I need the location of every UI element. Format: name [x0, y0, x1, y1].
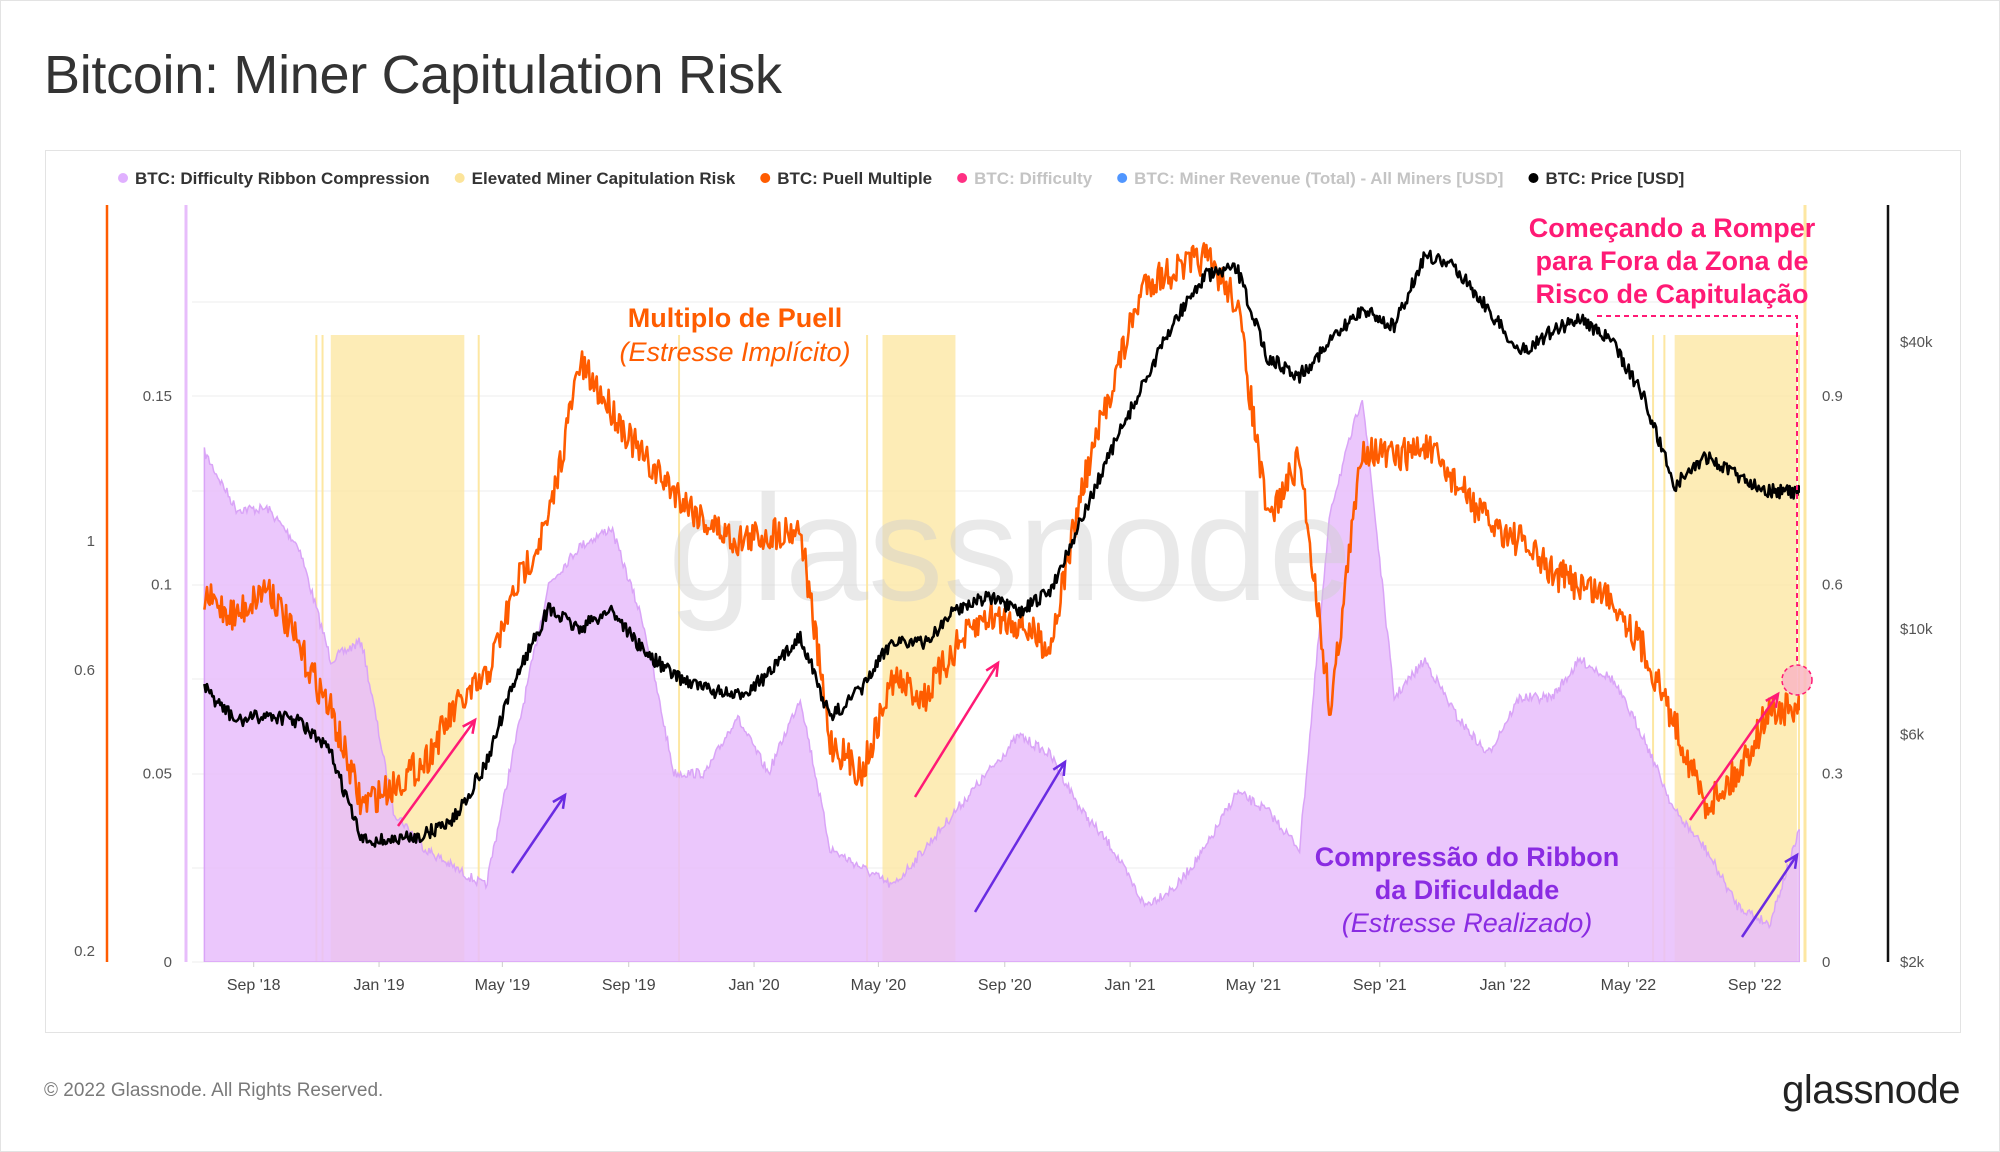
- puell-multiple-line: [203, 242, 1800, 820]
- legend-label: Elevated Miner Capitulation Risk: [472, 169, 736, 188]
- puell-arrow-3: [1688, 693, 1780, 821]
- legend-label: BTC: Puell Multiple: [777, 169, 932, 188]
- x-tick-label: May '19: [475, 977, 531, 994]
- ribbon-arrow-1: [510, 794, 567, 874]
- x-tick-label: May '21: [1226, 977, 1282, 994]
- ribbon-arrow-3: [1740, 854, 1799, 938]
- ribbon-annotation-title-1: Compressão do Ribbon: [1315, 842, 1620, 872]
- ribbon-arrow-1-head: [552, 792, 567, 810]
- x-tick-label: Sep '20: [978, 977, 1032, 994]
- ribbon-arrow-3-head: [1784, 852, 1799, 870]
- brand-logo: glassnode: [1782, 1068, 1960, 1112]
- chart-panel: [45, 150, 1961, 1033]
- legend-label: BTC: Price [USD]: [1545, 169, 1684, 188]
- x-tick-label: Jan '21: [1105, 977, 1156, 994]
- breakout-annotation-1: Começando a Romper: [1529, 213, 1816, 243]
- puell-arrow-3-head: [1765, 691, 1780, 709]
- x-tick-label: Jan '20: [729, 977, 780, 994]
- axis-ticks: 0.2 0.6 1 0 0.05 0.1 0.15 0 0.3 0.6 0.9 $2k $6k $10k $…: [74, 334, 1933, 994]
- x-tick-label: May '22: [1601, 977, 1657, 994]
- ribbon-arrow-2: [973, 761, 1067, 913]
- annotations: Multiplo de Puell (Estresse Implícito) C…: [619, 213, 1815, 938]
- x-tick-label: Sep '19: [602, 977, 656, 994]
- axes: [105, 205, 1890, 962]
- tick-label: 0.05: [143, 765, 172, 782]
- ribbon-annotation-subtitle: (Estresse Realizado): [1342, 908, 1593, 938]
- x-tick-label: Sep '22: [1728, 977, 1782, 994]
- x-tick-label: Sep '18: [227, 977, 281, 994]
- tick-label: 0.2: [74, 943, 95, 960]
- legend-marker: [118, 173, 128, 183]
- breakout-annotation-3: Risco de Capitulação: [1535, 279, 1808, 309]
- legend-marker: [454, 173, 465, 183]
- tick-label: $10k: [1900, 621, 1933, 638]
- puell-annotation-title: Multiplo de Puell: [628, 303, 843, 333]
- tick-label: 0: [1822, 954, 1830, 971]
- page-title: Bitcoin: Miner Capitulation Risk: [44, 45, 782, 105]
- legend-label: BTC: Miner Revenue (Total) - All Miners …: [1134, 169, 1503, 188]
- puell-arrow-1-head: [462, 717, 477, 734]
- legend-marker: [760, 173, 771, 183]
- tick-label: 0.6: [1822, 577, 1843, 594]
- x-tick-label: Jan '22: [1480, 977, 1531, 994]
- tick-label: $40k: [1900, 334, 1933, 351]
- ribbon-compression-area: [203, 399, 1800, 962]
- breakout-marker: [1781, 664, 1813, 696]
- legend-marker: [1528, 173, 1539, 183]
- tick-label: 1: [87, 533, 95, 550]
- legend-marker: [957, 173, 968, 183]
- tick-label: 0.3: [1822, 765, 1843, 782]
- annotation-arrows: [396, 315, 1813, 938]
- tick-label: 0.15: [143, 388, 172, 405]
- puell-arrow-2: [913, 662, 1000, 798]
- ribbon-annotation-title-2: da Dificuldade: [1375, 875, 1560, 905]
- legend-label: BTC: Difficulty Ribbon Compression: [135, 169, 430, 188]
- breakout-leader-line: [1597, 315, 1798, 665]
- puell-arrow-1: [396, 719, 477, 827]
- legend-marker: [1117, 173, 1128, 183]
- copyright-footer: © 2022 Glassnode. All Rights Reserved.: [44, 1080, 384, 1101]
- x-tick-label: Jan '19: [354, 977, 405, 994]
- x-tick-label: May '20: [851, 977, 907, 994]
- capitulation-zones: [315, 335, 1800, 962]
- price-line: [203, 249, 1800, 848]
- tick-label: 0.6: [74, 662, 95, 679]
- tick-label: $2k: [1900, 954, 1925, 971]
- tick-label: 0: [164, 954, 172, 971]
- legend: BTC: Difficulty Ribbon Compression Elevat…: [118, 169, 1684, 188]
- x-tick-label: Sep '21: [1353, 977, 1407, 994]
- tick-label: 0.1: [151, 577, 172, 594]
- legend-label: BTC: Difficulty: [974, 169, 1093, 188]
- tick-label: 0.9: [1822, 388, 1843, 405]
- breakout-annotation-2: para Fora da Zona de: [1535, 246, 1808, 276]
- puell-arrow-2-head: [985, 660, 1000, 678]
- tick-label: $6k: [1900, 727, 1925, 744]
- ribbon-arrow-2-head: [1052, 759, 1067, 777]
- puell-annotation-subtitle: (Estresse Implícito): [619, 337, 850, 367]
